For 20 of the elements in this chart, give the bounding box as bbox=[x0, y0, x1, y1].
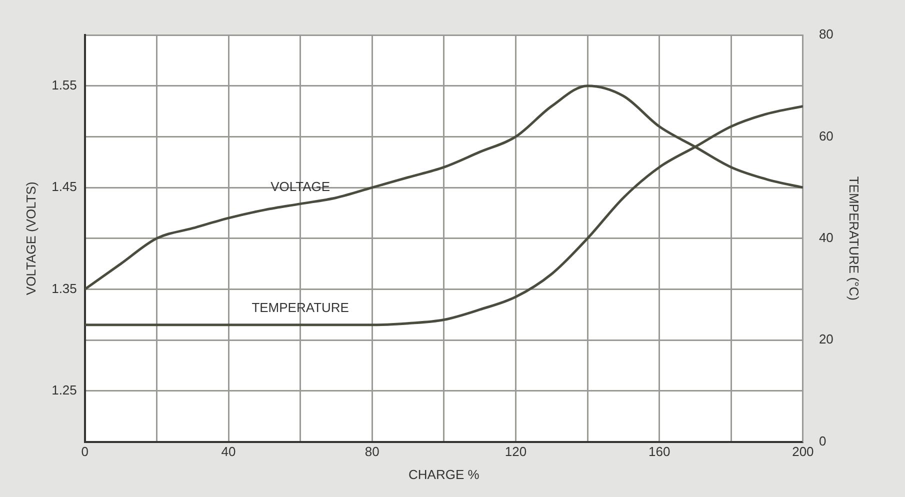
x-tick-label: 160 bbox=[648, 444, 670, 460]
y-axis-title: VOLTAGE (VOLTS) bbox=[23, 182, 38, 296]
y-tick-label: 1.45 bbox=[52, 179, 77, 194]
y2-tick-label: 60 bbox=[818, 128, 834, 144]
y-tick-label: 1.35 bbox=[52, 280, 77, 296]
y-tick-label: 1.55 bbox=[52, 77, 77, 92]
x-tick-label: 40 bbox=[221, 444, 236, 460]
y2-tick-label: 20 bbox=[818, 332, 834, 347]
y2-tick-label: 0 bbox=[818, 433, 826, 448]
x-tick-label: 0 bbox=[81, 444, 89, 460]
y2-tick-label: 80 bbox=[818, 26, 834, 42]
series-label: VOLTAGE bbox=[270, 178, 330, 194]
series-label: TEMPERATURE bbox=[252, 300, 350, 315]
x-tick-label: 80 bbox=[364, 444, 380, 460]
y-tick-label: 1.25 bbox=[52, 382, 77, 398]
y2-tick-label: 40 bbox=[818, 230, 834, 245]
x-axis-title: CHARGE % bbox=[408, 466, 480, 482]
y2-axis-title: TEMPERATURE (°C) bbox=[846, 176, 862, 300]
x-tick-label: 120 bbox=[504, 444, 527, 460]
x-tick-label: 200 bbox=[792, 444, 814, 460]
